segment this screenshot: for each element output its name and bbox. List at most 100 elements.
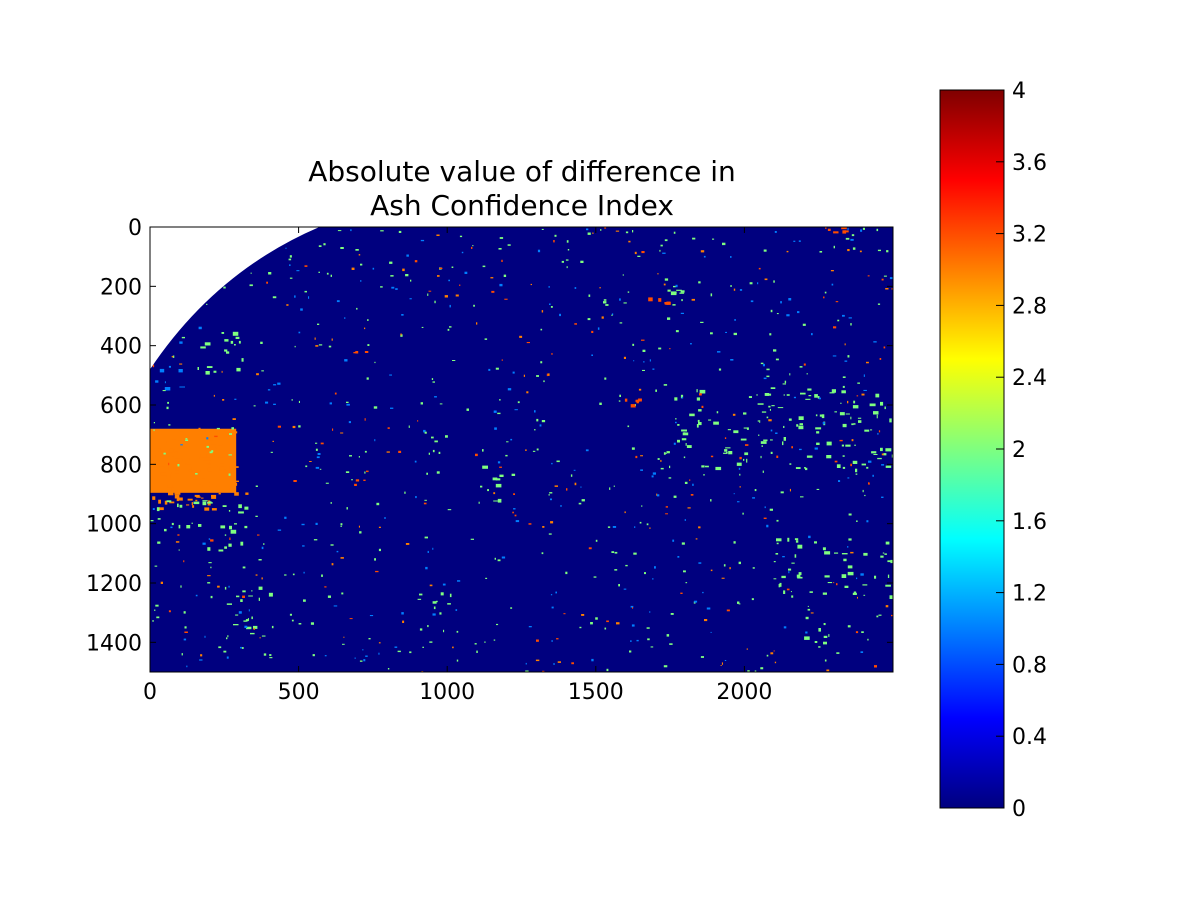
heatmap-cell <box>449 593 452 598</box>
heatmap-speckle <box>179 341 183 344</box>
heatmap-cell <box>683 456 686 459</box>
heatmap-speckle <box>783 425 785 428</box>
heatmap-speckle <box>541 552 544 555</box>
heatmap-cell <box>182 446 188 448</box>
heatmap-speckle <box>206 445 209 448</box>
heatmap-cell <box>823 635 828 638</box>
heatmap-speckle <box>228 473 231 476</box>
heatmap-cell <box>179 504 183 508</box>
heatmap-speckle <box>312 654 315 657</box>
y-tick-label: 1200 <box>86 572 142 597</box>
heatmap-speckle <box>634 526 636 528</box>
heatmap-cell <box>839 412 845 416</box>
heatmap-speckle <box>364 471 366 474</box>
heatmap-region <box>825 227 849 234</box>
heatmap-speckle <box>348 421 351 424</box>
heatmap-cell <box>188 469 193 472</box>
heatmap-speckle <box>210 595 213 599</box>
heatmap-cell <box>815 427 822 430</box>
heatmap-speckle <box>867 638 869 641</box>
heatmap-region <box>155 368 185 391</box>
heatmap-speckle <box>566 266 568 269</box>
heatmap-speckle <box>684 519 686 521</box>
heatmap-cell <box>174 492 181 495</box>
heatmap-speckle <box>494 427 497 430</box>
heatmap-speckle <box>763 377 767 380</box>
heatmap-speckle <box>640 455 643 457</box>
heatmap-speckle <box>534 410 536 413</box>
heatmap-speckle <box>324 655 327 657</box>
heatmap-speckle <box>786 588 790 591</box>
heatmap-speckle <box>432 547 434 550</box>
heatmap-speckle <box>854 444 856 446</box>
heatmap-speckle <box>757 420 760 422</box>
heatmap-cell <box>204 342 211 346</box>
heatmap-speckle <box>406 254 409 257</box>
heatmap-speckle <box>265 401 269 404</box>
heatmap-cell <box>677 424 680 426</box>
heatmap-cell <box>809 591 813 593</box>
heatmap-cell <box>250 632 255 635</box>
heatmap-cell <box>174 458 180 462</box>
heatmap-speckle <box>424 499 427 501</box>
heatmap-cell <box>827 228 831 231</box>
heatmap-speckle <box>674 292 677 294</box>
heatmap-speckle <box>455 609 458 611</box>
heatmap-cell <box>176 497 179 502</box>
heatmap-speckle <box>850 323 852 326</box>
heatmap-speckle <box>591 354 593 356</box>
heatmap-speckle <box>401 612 404 615</box>
heatmap-speckle <box>223 650 227 653</box>
heatmap-speckle <box>158 542 160 544</box>
heatmap-speckle <box>681 299 683 302</box>
heatmap-speckle <box>329 402 332 405</box>
heatmap-speckle <box>546 373 548 377</box>
heatmap-cell <box>174 451 178 453</box>
heatmap-speckle <box>847 477 850 479</box>
heatmap-speckle <box>540 328 543 331</box>
heatmap-speckle <box>745 444 749 446</box>
heatmap-cell <box>233 624 239 626</box>
heatmap-speckle <box>876 228 879 232</box>
heatmap-speckle <box>390 275 394 277</box>
heatmap-speckle <box>692 483 694 486</box>
heatmap-cell <box>781 575 786 579</box>
heatmap-cell <box>224 586 227 590</box>
heatmap-speckle <box>364 327 366 330</box>
heatmap-speckle <box>505 454 508 457</box>
heatmap-speckle <box>378 548 381 552</box>
heatmap-speckle <box>273 403 276 405</box>
heatmap-speckle <box>613 485 615 487</box>
heatmap-speckle <box>488 368 491 371</box>
heatmap-speckle <box>847 400 849 404</box>
heatmap-speckle <box>277 425 281 428</box>
heatmap-speckle <box>762 470 764 473</box>
heatmap-speckle <box>619 322 623 324</box>
heatmap-cell <box>725 447 731 449</box>
heatmap-speckle <box>318 245 322 247</box>
heatmap-speckle <box>710 455 714 458</box>
heatmap-speckle <box>423 502 427 505</box>
heatmap-cell <box>842 423 847 428</box>
heatmap-speckle <box>604 377 607 380</box>
heatmap-speckle <box>208 538 211 540</box>
heatmap-speckle <box>171 356 174 358</box>
heatmap-cell <box>880 555 884 558</box>
heatmap-speckle <box>747 670 750 672</box>
heatmap-cell <box>215 446 218 449</box>
heatmap-speckle <box>428 452 430 455</box>
heatmap-cell <box>748 396 752 398</box>
heatmap-cell <box>807 388 812 391</box>
heatmap-speckle <box>360 263 363 266</box>
heatmap-speckle <box>600 229 602 231</box>
heatmap-speckle <box>444 295 448 298</box>
heatmap-speckle <box>739 289 743 291</box>
heatmap-speckle <box>627 425 630 428</box>
heatmap-speckle <box>351 479 353 481</box>
heatmap-speckle <box>525 662 527 665</box>
heatmap-cell <box>850 416 852 420</box>
heatmap-cell <box>822 592 827 595</box>
heatmap-cell <box>192 505 195 508</box>
heatmap-speckle <box>266 281 268 284</box>
heatmap-cell <box>177 438 182 441</box>
